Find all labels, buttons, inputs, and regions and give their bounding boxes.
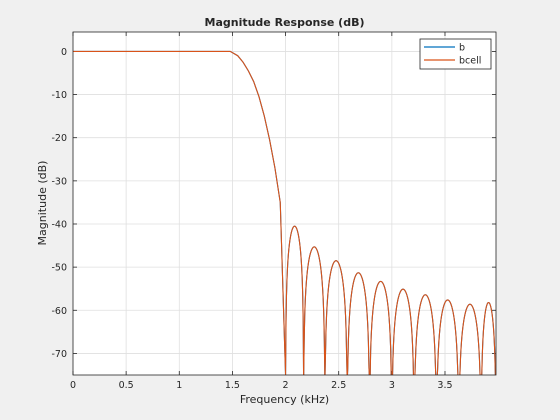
x-axis-label: Frequency (kHz) xyxy=(240,393,329,406)
x-tick-label: 1.5 xyxy=(225,380,240,391)
y-axis-ticks: 0 -10 -20 -30 -40 -50 -60 -70 xyxy=(51,47,496,360)
x-tick-label: 3 xyxy=(389,380,395,391)
y-axis-label: Magnitude (dB) xyxy=(36,161,49,246)
x-tick-label: 2.5 xyxy=(331,380,346,391)
x-tick-label: 0.5 xyxy=(119,380,134,391)
y-tick-label: 0 xyxy=(61,47,67,58)
x-tick-label: 0 xyxy=(70,380,76,391)
y-tick-label: -20 xyxy=(51,133,67,144)
series-line-bcell xyxy=(73,50,496,375)
legend: b bcell xyxy=(419,38,492,70)
x-tick-label: 2 xyxy=(283,380,289,391)
y-tick-label: -30 xyxy=(51,176,67,187)
y-tick-label: -60 xyxy=(51,306,67,317)
series-layer xyxy=(73,50,496,375)
y-tick-label: -50 xyxy=(51,263,67,274)
legend-label-bcell: bcell xyxy=(459,56,481,67)
legend-label-b: b xyxy=(459,43,465,54)
plot-frame xyxy=(72,31,497,376)
x-tick-label: 3.5 xyxy=(437,380,452,391)
legend-box xyxy=(419,38,492,70)
x-tick-label: 1 xyxy=(176,380,182,391)
y-tick-label: -70 xyxy=(51,349,67,360)
chart-title: Magnitude Response (dB) xyxy=(205,16,365,29)
y-tick-label: -40 xyxy=(51,219,67,230)
y-tick-label: -10 xyxy=(51,90,67,101)
grid-lines xyxy=(72,32,496,375)
plot-area xyxy=(73,32,496,375)
